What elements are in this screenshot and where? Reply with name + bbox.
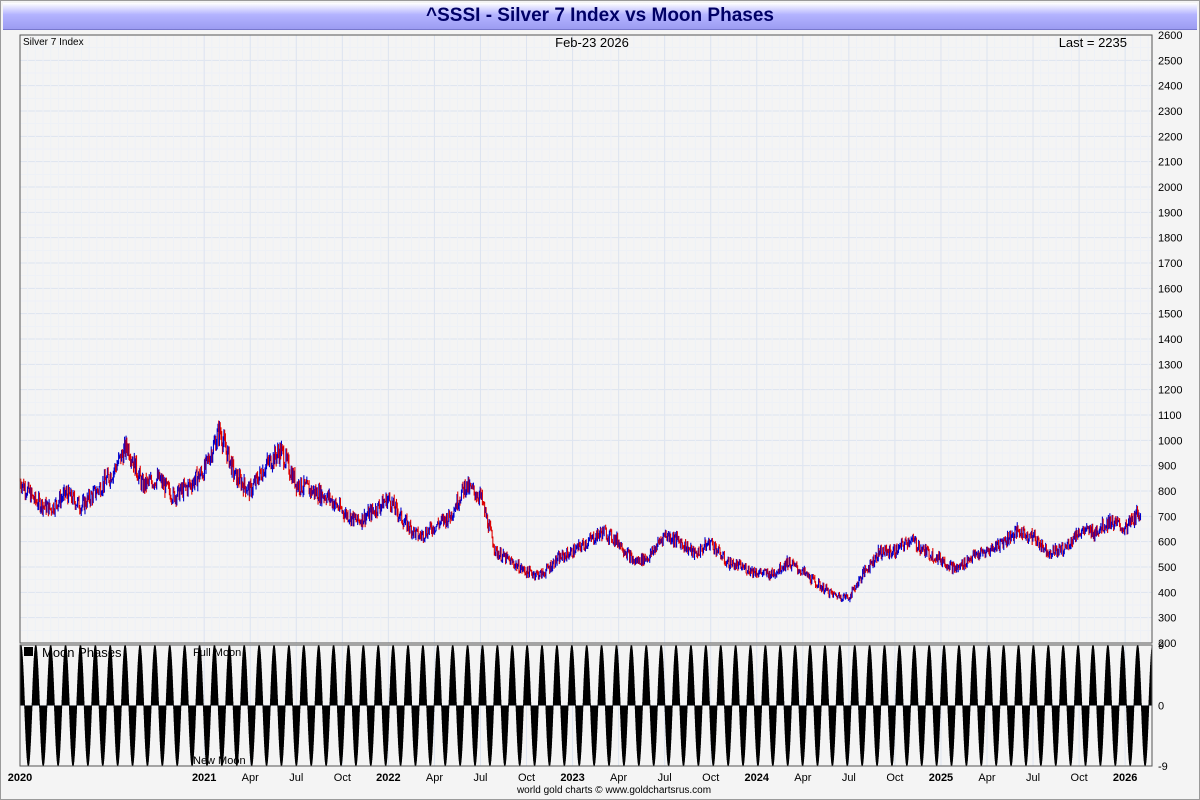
price-grid (19, 34, 1152, 644)
moon-series (19, 645, 1153, 766)
price-series (19, 420, 1142, 603)
chart-title: ^SSSI - Silver 7 Index vs Moon Phases (3, 3, 1197, 30)
